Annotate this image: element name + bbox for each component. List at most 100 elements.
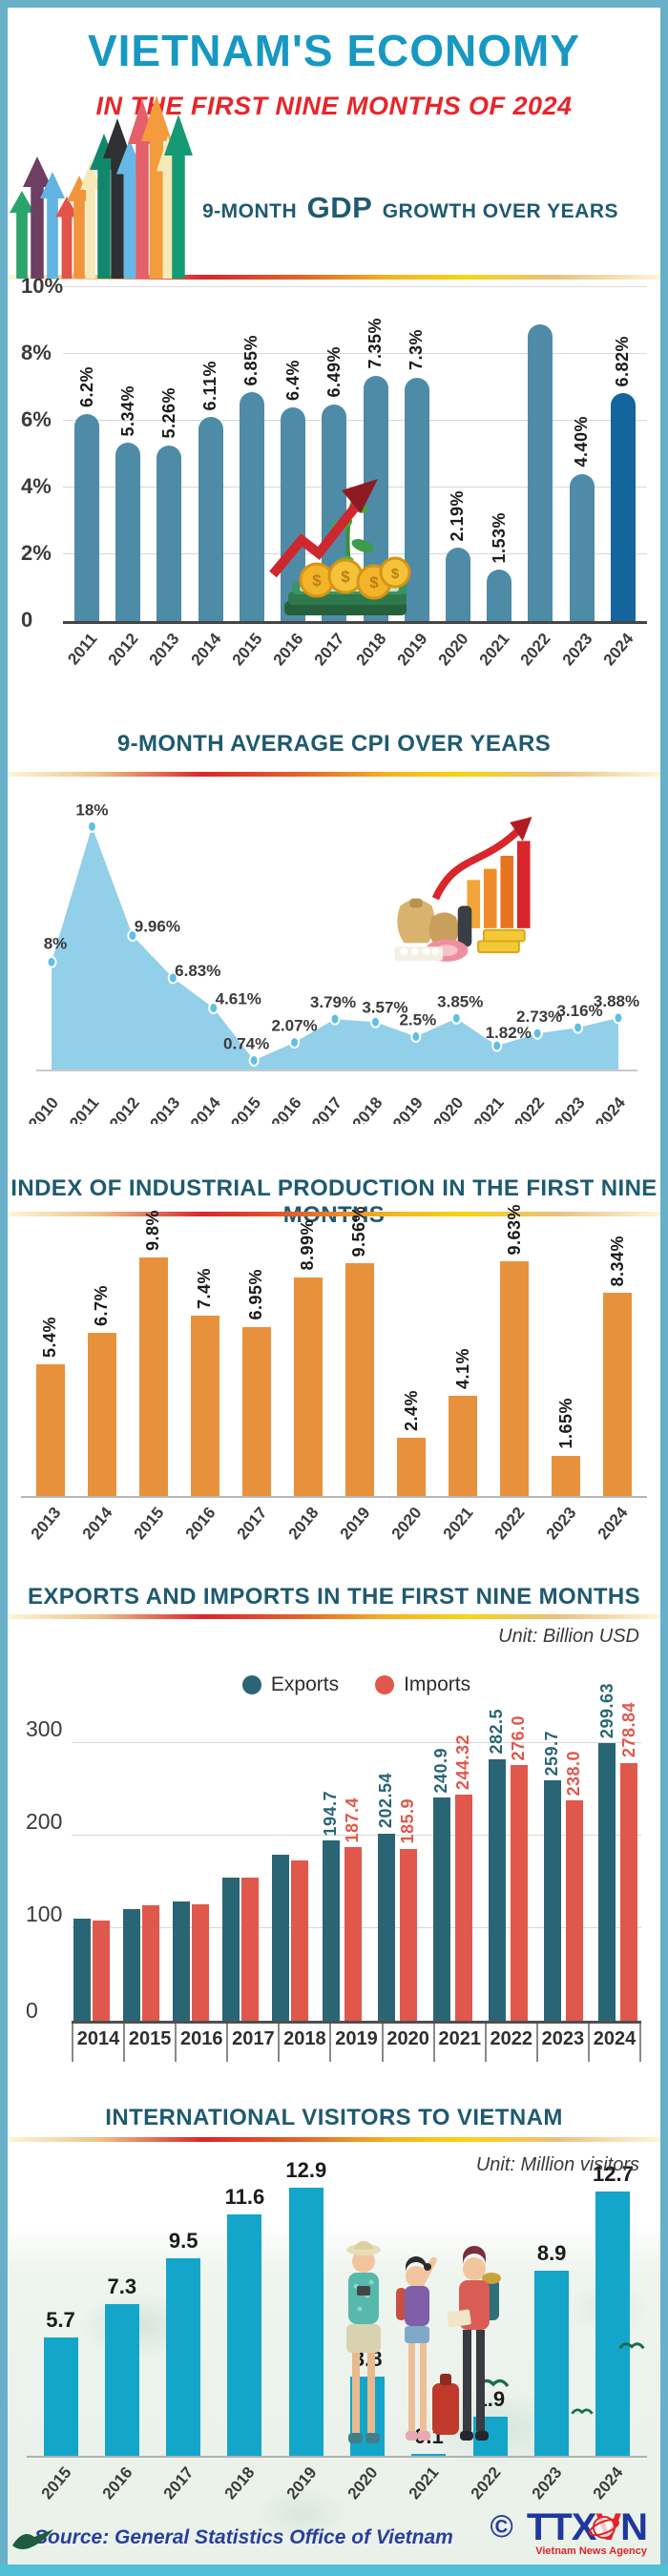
cpi-point-label: 1.82%: [486, 1024, 532, 1042]
bar-value-label: 6.95%: [246, 1269, 266, 1320]
iip-chart: 5.4% 6.7% 9.8% 7.4% 6.95% 8.99% 9.56% 2.4% 4.1% 9…: [21, 1204, 647, 1549]
cpi-point-label: 8%: [44, 934, 68, 952]
bar: [198, 417, 223, 621]
cpi-point-label: 4.61%: [216, 990, 261, 1008]
bar-value-label: 187.4: [343, 1797, 363, 1843]
cpi-point: [167, 971, 178, 985]
exports-column: [271, 1855, 289, 2021]
cpi-point-label: 3.16%: [556, 1002, 602, 1020]
y-axis-label: 200: [26, 1809, 63, 1834]
x-axis-label: 2020: [434, 630, 472, 670]
x-axis-label: 2021: [470, 1093, 508, 1124]
imports-column: 187.4: [343, 1797, 363, 2021]
cpi-point-label: 3.85%: [437, 992, 483, 1010]
bar-group: 12.7: [583, 2162, 643, 2456]
gridline: [63, 553, 647, 554]
x-axis-label: 2017: [159, 2463, 198, 2503]
bar: [569, 474, 595, 621]
x-axis-cell: 2024: [583, 2458, 643, 2509]
x-axis-label: 2019: [389, 1093, 427, 1124]
bar-group: 6.2%: [67, 366, 107, 621]
section-divider: [8, 1212, 660, 1216]
bar-value-label: 6.85%: [241, 334, 261, 386]
exports-column: [172, 1901, 190, 2021]
x-axis-label: 2023: [542, 1504, 580, 1544]
exports-column: 282.5: [487, 1709, 507, 2021]
imports-column: 238.0: [564, 1751, 584, 2021]
exports-column: 194.7: [321, 1791, 341, 2021]
cpi-point-label: 2.5%: [399, 1011, 436, 1029]
x-axis-cell: 2013: [146, 624, 189, 675]
x-axis-cell: 2017: [310, 624, 354, 675]
imports-column: [141, 1904, 159, 2021]
bar-group: 6.7%: [76, 1285, 127, 1496]
x-axis-cell: 2017: [154, 2458, 214, 2509]
x-axis-label: 2017: [310, 630, 348, 670]
cpi-point: [46, 955, 57, 968]
svg-text:$: $: [341, 568, 350, 586]
iip-bars: 5.4% 6.7% 9.8% 7.4% 6.95% 8.99% 9.56% 2.4% 4.1% 9…: [21, 1204, 647, 1496]
x-axis-cell: 2020: [338, 2458, 398, 2509]
bar-group: 4.40%: [562, 416, 602, 621]
x-axis-cell: 2012: [105, 624, 148, 675]
x-axis-label: 2019: [282, 2463, 321, 2503]
exports-column: [122, 1908, 140, 2021]
bar: [528, 323, 553, 621]
section-divider: [8, 2137, 660, 2142]
section-divider: [8, 1614, 660, 1619]
gdp-section-header: 9-MONTH GDP GROWTH OVER YEARS: [162, 191, 658, 225]
cpi-point: [289, 1036, 301, 1049]
trade-chart: Exports Imports 300 200 100 0 194.7 187.4 202.…: [26, 1647, 642, 2062]
cpi-point-label: 2.07%: [271, 1017, 317, 1035]
exports-bar: [432, 1797, 450, 2021]
exports-bar: [221, 1877, 240, 2021]
svg-text:$: $: [312, 571, 322, 590]
x-axis-cell: 2014: [187, 624, 231, 675]
bar-value-label: 9.63%: [504, 1203, 524, 1256]
gridline: [63, 286, 647, 287]
imports-column: 276.0: [509, 1715, 529, 2021]
bar-value-label: 2.4%: [401, 1389, 421, 1431]
cpi-point: [491, 1039, 503, 1052]
legend-item-exports: Exports: [241, 1673, 339, 1696]
x-axis-label: 2016: [175, 2024, 226, 2062]
bar-value-label: 9.56%: [349, 1205, 369, 1257]
bar-group: 1.65%: [541, 1398, 592, 1496]
bar-value-label: 8.34%: [607, 1235, 627, 1287]
bar-group: 240.9 244.32: [431, 1735, 473, 2021]
bird-icon: [618, 2342, 645, 2350]
x-axis-label: 2018: [349, 1093, 386, 1124]
bar-value-label: 5.4%: [40, 1317, 59, 1359]
bar-group: 8.9: [522, 2241, 582, 2456]
x-axis-cell: 2016: [92, 2458, 152, 2509]
consumer-goods-illustration: [394, 817, 532, 962]
x-axis-label: 2015: [130, 1504, 168, 1544]
x-axis-cell: 2018: [352, 624, 396, 675]
section-divider: [8, 275, 660, 280]
bird-icon: [571, 2408, 594, 2415]
cpi-point: [573, 1021, 584, 1034]
bar-group: [221, 1877, 259, 2021]
y-axis-label: 0: [21, 608, 33, 632]
x-axis-cell: 2018: [215, 2458, 275, 2509]
svg-text:$: $: [391, 566, 400, 582]
x-axis-label: 2024: [595, 1504, 632, 1544]
x-axis-cell: 2024: [593, 1498, 643, 1549]
exports-bar: [598, 1743, 616, 2021]
imports-bar: [93, 1921, 110, 2021]
exports-dot-icon: [241, 1675, 261, 1694]
trade-legend: Exports Imports: [72, 1647, 641, 1723]
imports-column: [240, 1877, 259, 2021]
y-axis-label: 300: [26, 1716, 63, 1741]
y-axis-label: 8%: [21, 341, 52, 364]
bar: [87, 1333, 116, 1496]
bar-group: 9.63%: [490, 1204, 540, 1496]
globe-icon: [588, 2516, 620, 2539]
bar-value-label: 6.11%: [200, 360, 220, 411]
imports-bar: [191, 1903, 209, 2021]
cpi-point-label: 6.83%: [175, 962, 220, 980]
x-axis-label: 2017: [308, 1093, 345, 1124]
money-growth-illustration: $ $ $ $: [269, 479, 411, 615]
x-axis-cell: 2022: [460, 2458, 520, 2509]
